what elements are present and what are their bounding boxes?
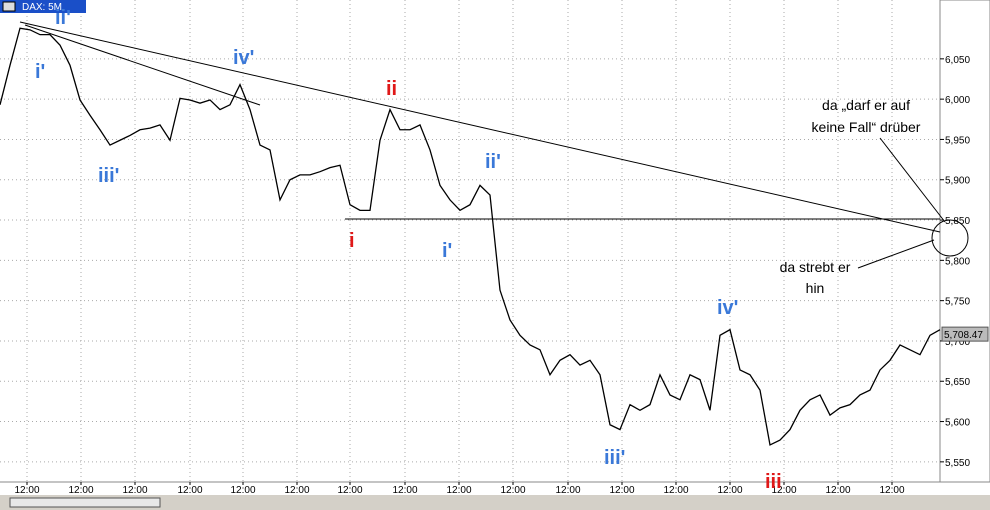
x-tick-label: 12:00 [14, 485, 39, 496]
y-tick-label: 6,000 [945, 95, 970, 106]
x-tick-label: 12:00 [609, 485, 634, 496]
trend-line [24, 24, 261, 106]
grid [0, 0, 940, 482]
pointer-line [857, 239, 935, 269]
x-tick-label: 12:00 [230, 485, 255, 496]
y-tick-label: 5,750 [945, 297, 970, 308]
x-tick-label: 12:00 [825, 485, 850, 496]
y-tick-label: 5,900 [945, 176, 970, 187]
x-tick-label: 12:00 [663, 485, 688, 496]
wave-label: ii' [55, 7, 71, 29]
note: da „darf er auf [822, 97, 910, 113]
x-tick-label: 12:00 [122, 485, 147, 496]
x-tick-label: 12:00 [771, 485, 796, 496]
x-tick-label: 12:00 [555, 485, 580, 496]
x-tick-label: 12:00 [337, 485, 362, 496]
wave-label: iii' [604, 447, 625, 469]
y-axis-panel [939, 0, 990, 483]
wave-label: iv' [717, 297, 738, 319]
note: keine Fall“ drüber [812, 119, 921, 135]
x-tick-label: 12:00 [500, 485, 525, 496]
y-tick-label: 6,050 [945, 55, 970, 66]
x-tick-label: 12:00 [392, 485, 417, 496]
y-tick-label: 5,550 [945, 458, 970, 469]
note: hin [806, 280, 825, 296]
x-tick-label: 12:00 [177, 485, 202, 496]
wave-label: iv' [233, 47, 254, 69]
target-circle [931, 219, 969, 257]
wave-label: iii [765, 471, 782, 493]
x-tick-label: 12:00 [879, 485, 904, 496]
trend-line [19, 21, 941, 233]
wave-label: iii' [98, 165, 119, 187]
x-tick-label: 12:00 [284, 485, 309, 496]
y-tick-label: 5,950 [945, 135, 970, 146]
x-tick-label: 12:00 [446, 485, 471, 496]
wave-label: ii' [485, 151, 501, 173]
x-tick-label: 12:00 [68, 485, 93, 496]
wave-label: ii [386, 78, 397, 100]
note: da strebt er [780, 259, 851, 275]
wave-label: i [349, 230, 355, 252]
wave-label: i' [442, 240, 452, 262]
y-tick-label: 5,850 [945, 216, 970, 227]
price-line [0, 27, 941, 446]
chart-title: DAX: 5M [22, 2, 62, 13]
last-price-label: 5,708.47 [944, 330, 983, 341]
title-tab [0, 0, 86, 13]
series [0, 27, 941, 446]
wave-label: i' [35, 61, 45, 83]
x-tick-label: 12:00 [717, 485, 742, 496]
scrollbar-thumb[interactable] [9, 497, 161, 508]
tab-icon[interactable] [2, 1, 16, 12]
y-tick-label: 5,650 [945, 377, 970, 388]
y-tick-label: 5,800 [945, 256, 970, 267]
y-tick-label: 5,600 [945, 418, 970, 429]
last-price-box [941, 326, 989, 342]
y-tick-label: 5,700 [945, 337, 970, 348]
pointer-line [879, 137, 946, 223]
scrollbar-track [0, 495, 990, 510]
